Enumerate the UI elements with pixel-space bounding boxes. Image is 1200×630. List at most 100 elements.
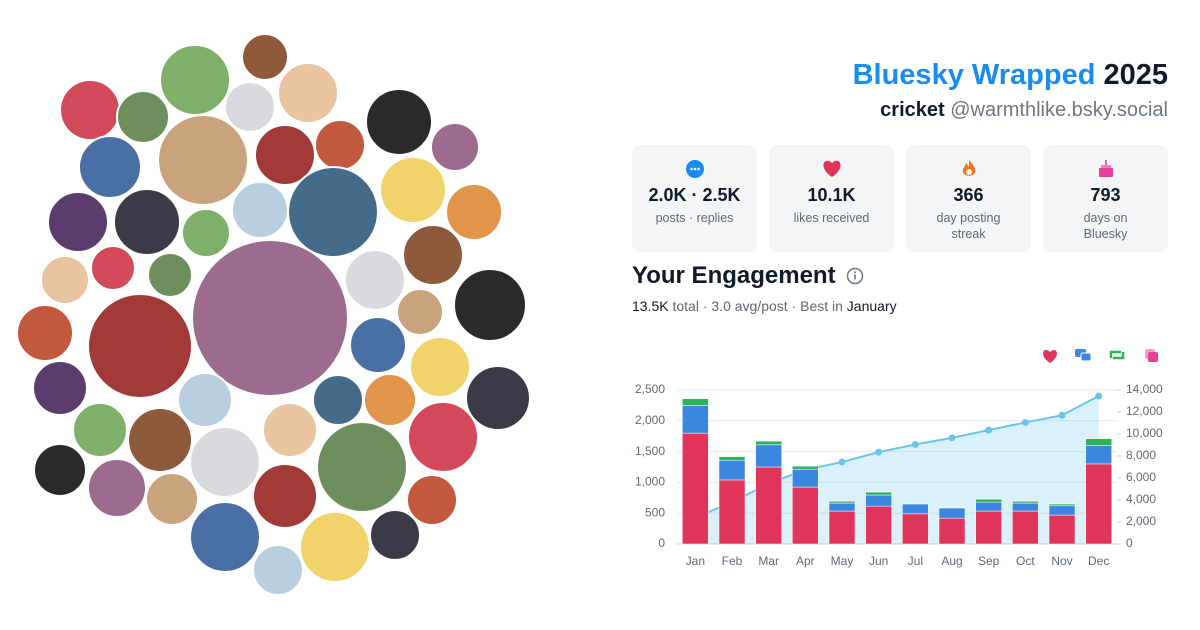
line-point	[838, 458, 846, 466]
bar-segment	[828, 500, 856, 504]
line-point	[911, 440, 919, 448]
bar-segment	[1048, 503, 1076, 507]
stat-label: posts · replies	[655, 211, 734, 225]
x-tick-label: Apr	[796, 554, 815, 568]
y-tick-label: 1,500	[635, 444, 665, 458]
y2-tick-label: 6,000	[1126, 470, 1156, 484]
bar-segment	[975, 510, 1002, 545]
legend-shape	[1080, 352, 1092, 362]
avatar	[127, 407, 193, 473]
x-tick-label: Sep	[978, 554, 1000, 568]
avatar	[299, 511, 371, 583]
legend-icon	[1043, 350, 1057, 363]
avatar	[252, 463, 318, 529]
bar-segment	[828, 502, 856, 512]
bar-segment	[828, 510, 856, 545]
line-point	[875, 448, 883, 456]
section-title-text: Your Engagement	[632, 262, 836, 289]
stat-card: 366 day posting streak	[906, 145, 1031, 252]
y2-tick-label: 12,000	[1126, 404, 1163, 418]
avatar	[402, 224, 464, 286]
y-tick-label: 1,000	[635, 475, 665, 489]
bar-segment	[755, 444, 782, 468]
x-tick-label: Jan	[686, 554, 705, 568]
avatar	[277, 62, 339, 124]
bar-segment	[682, 398, 709, 406]
avatar-cluster	[16, 33, 531, 596]
avatar	[409, 336, 471, 398]
stat-value: 366	[953, 185, 984, 205]
stat-label: days on Bluesky	[1083, 211, 1128, 241]
bar-segment	[865, 494, 892, 507]
y2-tick-label: 2,000	[1126, 514, 1156, 528]
avatar	[430, 122, 480, 172]
avatar	[157, 114, 249, 206]
bar-segment	[902, 513, 929, 545]
avatar	[78, 135, 142, 199]
title: Bluesky Wrapped 2025	[853, 56, 1168, 94]
x-tick-label: Nov	[1051, 554, 1072, 568]
x-tick-label: Dec	[1088, 554, 1109, 568]
avatar	[224, 81, 276, 133]
user: cricket @warmthlike.bsky.social	[853, 96, 1168, 124]
avatar	[287, 166, 379, 258]
legend-icon	[1109, 350, 1125, 360]
avatar	[116, 90, 170, 144]
line-point	[1095, 392, 1103, 400]
avatar	[47, 191, 109, 253]
bar-segment	[755, 440, 782, 446]
y2-tick-label: 10,000	[1126, 426, 1163, 440]
avatar	[87, 293, 193, 399]
section-subtitle: 13.5K total · 3.0 avg/post · Best in Jan…	[632, 298, 897, 314]
y-tick-label: 2,000	[635, 413, 665, 427]
stat-card: 793 days on Bluesky	[1043, 145, 1168, 252]
avatar	[189, 426, 261, 498]
bar-segment	[792, 486, 819, 545]
line-point	[948, 434, 956, 442]
avatar	[406, 474, 458, 526]
avatar	[191, 239, 349, 397]
avatar	[312, 374, 364, 426]
avatar	[316, 421, 408, 513]
bar-segment	[1012, 510, 1039, 545]
avatar	[87, 458, 147, 518]
year: 2025	[1103, 59, 1168, 91]
x-tick-label: Aug	[941, 554, 962, 568]
avatar	[396, 288, 444, 336]
avatar	[72, 402, 128, 458]
bar-segment	[1048, 514, 1076, 545]
legend-icon	[1145, 349, 1158, 362]
bar-segment	[792, 465, 819, 470]
bar-segment	[1085, 438, 1112, 446]
avatar	[369, 509, 421, 561]
stat-value: 10.1K	[807, 185, 856, 205]
avatar	[262, 402, 318, 458]
bar-segment	[682, 405, 709, 434]
summary: total · 3.0 avg/post · Best in	[672, 298, 843, 314]
avatar	[365, 88, 433, 156]
info-icon[interactable]	[846, 267, 864, 285]
avatar	[379, 156, 447, 224]
bar-segment	[975, 498, 1002, 503]
avatar	[231, 181, 289, 239]
line-point	[985, 426, 993, 434]
avatar	[145, 472, 199, 526]
bar-segment	[902, 503, 929, 515]
stat-value: 793	[1090, 185, 1121, 205]
stat-card: 2.0K · 2.5K posts · replies	[632, 145, 757, 252]
bar-segment	[718, 459, 746, 481]
bar-segment	[865, 491, 892, 496]
y-tick-label: 0	[658, 536, 665, 550]
avatar	[16, 304, 74, 362]
avatar	[40, 255, 90, 305]
icon	[962, 160, 975, 176]
stat-value: 2.0K · 2.5K	[648, 185, 741, 205]
bar-segment	[1012, 500, 1039, 504]
x-tick-label: Jul	[908, 554, 923, 568]
avatar	[363, 373, 417, 427]
avatar	[147, 252, 193, 298]
avatar	[159, 44, 231, 116]
avatar	[314, 119, 366, 171]
avatar	[181, 208, 231, 258]
